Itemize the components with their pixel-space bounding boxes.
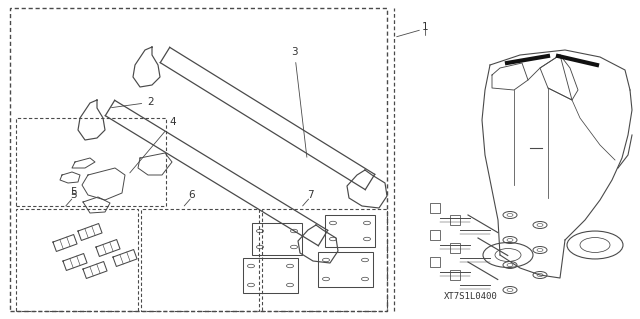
Text: 3: 3 [291, 47, 307, 157]
Bar [430, 230, 440, 240]
Text: XT7S1L0400: XT7S1L0400 [444, 292, 497, 301]
Text: 4: 4 [130, 117, 176, 173]
Text: 7: 7 [307, 190, 314, 200]
Bar [243, 258, 298, 293]
Bar [252, 223, 302, 255]
Text: 2: 2 [111, 97, 154, 108]
Bar [141, 209, 259, 311]
Bar [430, 257, 440, 267]
Bar [450, 270, 460, 280]
Text: 1: 1 [422, 22, 429, 32]
Bar [318, 252, 373, 287]
Bar [450, 215, 460, 225]
Bar [10, 8, 387, 311]
Bar [450, 243, 460, 253]
Text: 5: 5 [70, 190, 77, 200]
Bar [262, 209, 387, 311]
Bar [430, 203, 440, 213]
Text: 5: 5 [70, 187, 77, 197]
Bar [16, 118, 166, 206]
Bar [16, 209, 138, 311]
Bar [325, 215, 375, 247]
Text: 6: 6 [189, 190, 195, 200]
